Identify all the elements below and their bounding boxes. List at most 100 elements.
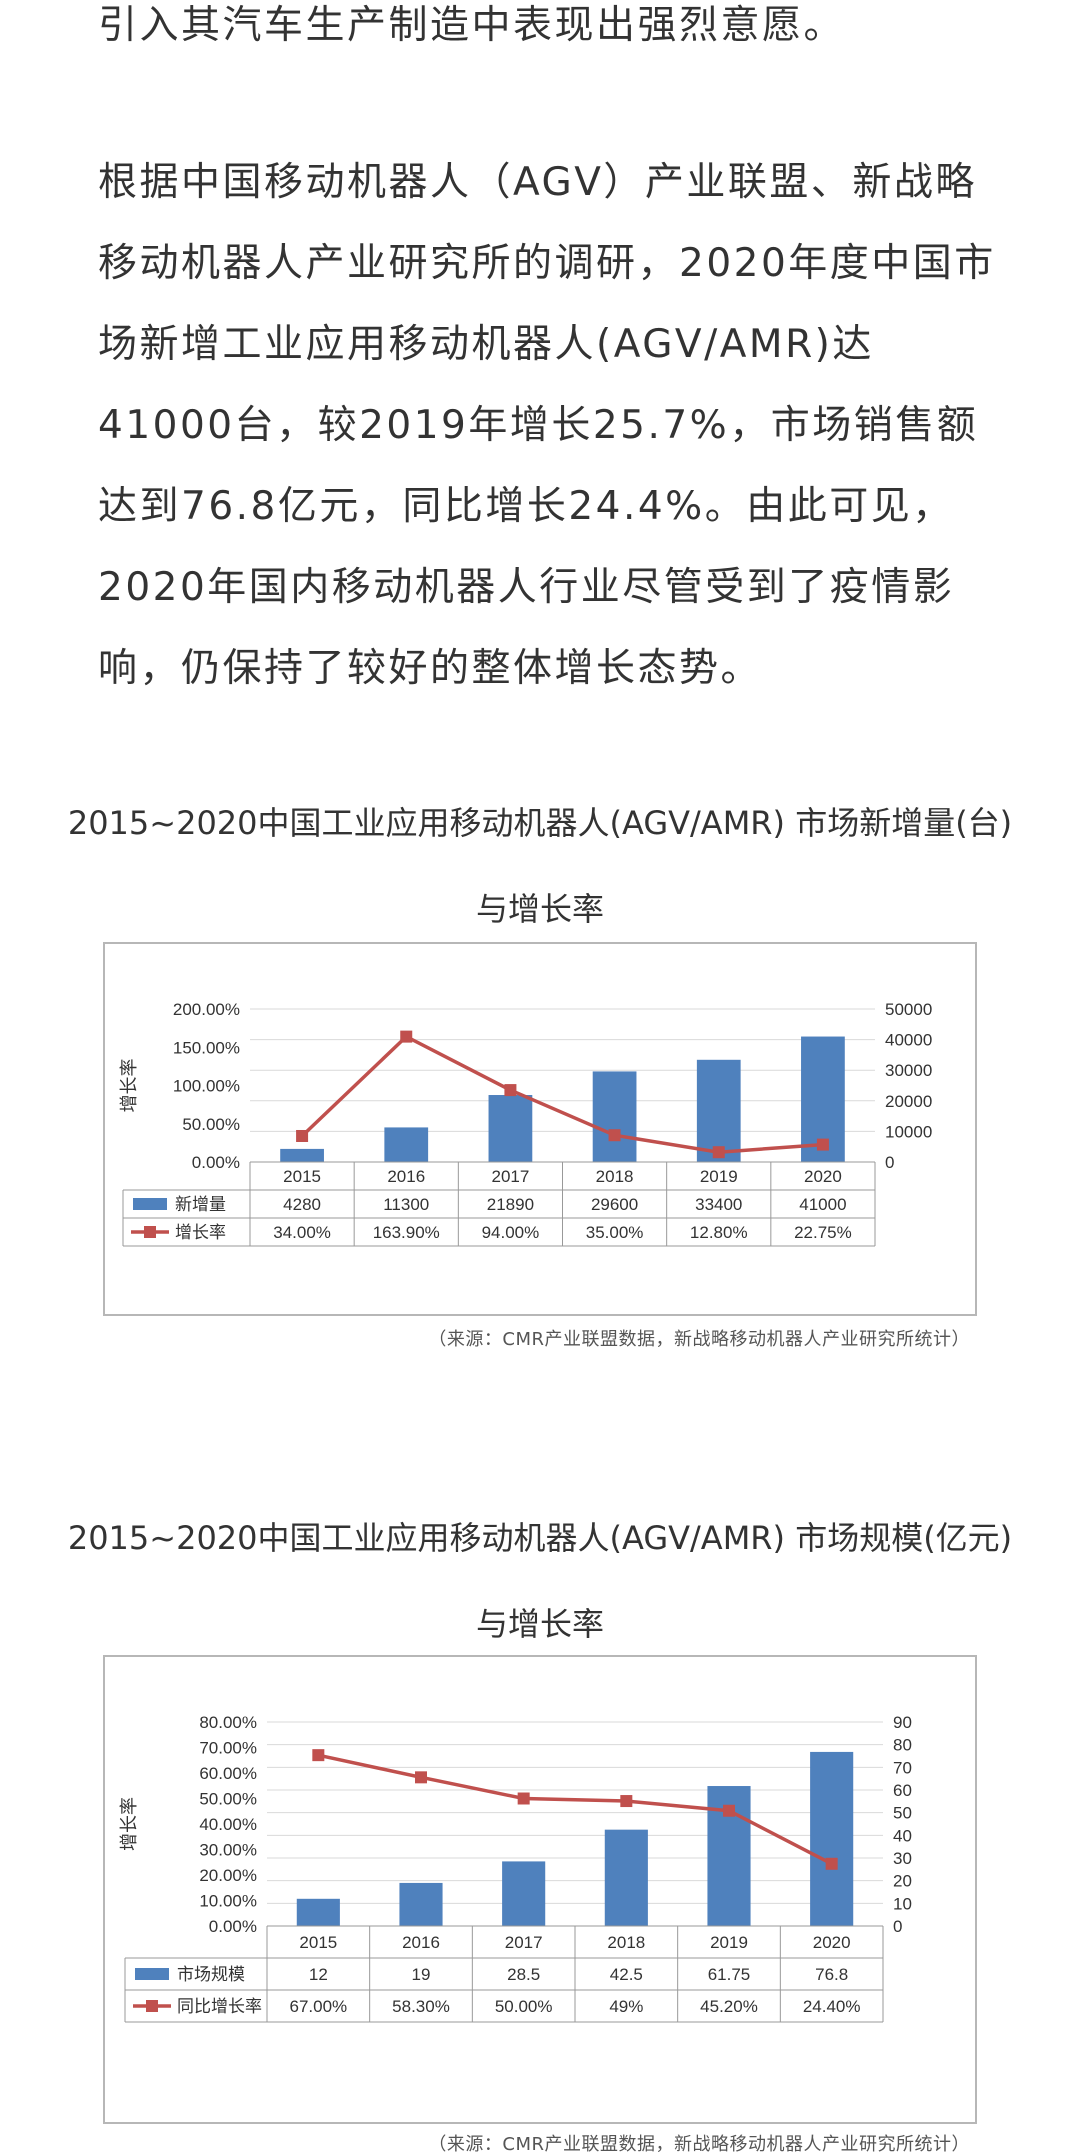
chart1-right-tick: 30000 — [885, 1061, 932, 1080]
chart1-right-tick: 40000 — [885, 1031, 932, 1050]
chart2-category-label: 2016 — [402, 1933, 440, 1952]
chart1-bar-2015 — [280, 1149, 324, 1162]
chart2-table-cell: 61.75 — [708, 1965, 751, 1984]
chart2-table-cell: 19 — [412, 1965, 431, 1984]
chart2-table-cell: 67.00% — [289, 1997, 347, 2016]
chart1-table-cell: 41000 — [799, 1195, 846, 1214]
chart1-growth-line — [302, 1037, 823, 1153]
intro-paragraph: 引入其汽车生产制造中表现出强烈意愿。 — [98, 0, 998, 66]
chart1-left-tick: 100.00% — [173, 1077, 240, 1096]
chart2-legend-bar-key — [135, 1968, 169, 1980]
chart1-line-point-2015 — [296, 1130, 308, 1142]
chart2-bar-2017 — [502, 1861, 545, 1926]
chart2-table-cell: 24.40% — [803, 1997, 861, 2016]
chart2-line-point-2018 — [620, 1795, 632, 1807]
chart2-table-cell: 50.00% — [495, 1997, 553, 2016]
chart1-right-tick: 50000 — [885, 1000, 932, 1019]
chart2-right-tick: 30 — [893, 1849, 912, 1868]
chart1-category-label: 2015 — [283, 1167, 321, 1186]
chart2-right-tick: 20 — [893, 1872, 912, 1891]
chart1-row-label: 新增量 — [175, 1195, 226, 1214]
chart2-category-label: 2020 — [813, 1933, 851, 1952]
chart2-bar-2015 — [297, 1899, 340, 1926]
chart2-row-label: 市场规模 — [177, 1965, 245, 1984]
chart1-category-label: 2018 — [596, 1167, 634, 1186]
chart1-ylabel: 增长率 — [119, 1059, 139, 1113]
chart1-table-cell: 21890 — [487, 1195, 534, 1214]
chart1-title: 2015~2020中国工业应用移动机器人(AGV/AMR) 市场新增量(台)与增… — [60, 780, 1020, 952]
chart1-category-label: 2020 — [804, 1167, 842, 1186]
chart1-frame: 200.00% 150.00% 100.00% 50.00% 0.00% 50000 400… — [103, 942, 977, 1316]
chart1-row-label: 增长率 — [175, 1223, 226, 1242]
chart2-right-tick: 60 — [893, 1781, 912, 1800]
chart1-line-point-2020 — [817, 1139, 829, 1151]
chart1-table-cell: 11300 — [383, 1195, 429, 1214]
chart2-left-tick: 60.00% — [199, 1764, 257, 1783]
chart2-frame: 80.00% 70.00% 60.00% 50.00% 40.00% 30.00% 20.0… — [103, 1655, 977, 2124]
chart2-bar-2018 — [605, 1830, 648, 1926]
chart2-line-point-2016 — [415, 1771, 427, 1783]
chart2-category-label: 2019 — [710, 1933, 748, 1952]
chart1-table-cell: 33400 — [695, 1195, 742, 1214]
chart1-category-label: 2016 — [387, 1167, 425, 1186]
body-paragraph: 根据中国移动机器人（AGV）产业联盟、新战略移动机器人产业研究所的调研，2020… — [98, 142, 998, 709]
chart1-left-tick: 0.00% — [192, 1153, 240, 1172]
chart1-line-point-2018 — [609, 1129, 621, 1141]
chart2-left-tick: 80.00% — [199, 1713, 257, 1732]
chart2-line-point-2015 — [312, 1749, 324, 1761]
chart1-line-point-2019 — [713, 1146, 725, 1158]
chart1-right-tick: 10000 — [885, 1122, 932, 1141]
chart2-ylabel: 增长率 — [119, 1797, 139, 1851]
chart1-left-tick: 200.00% — [173, 1000, 240, 1019]
chart1-legend-bar-key — [133, 1198, 167, 1210]
chart1-line-point-2017 — [504, 1084, 516, 1096]
chart2-left-tick: 20.00% — [199, 1866, 257, 1885]
chart1-source: （来源：CMR产业联盟数据，新战略移动机器人产业研究所统计） — [428, 1325, 970, 1351]
chart1-right-tick: 20000 — [885, 1092, 932, 1111]
chart1-category-label: 2017 — [492, 1167, 530, 1186]
chart2-category-label: 2017 — [505, 1933, 543, 1952]
chart2-table-cell: 45.20% — [700, 1997, 758, 2016]
chart1-legend-line-marker — [144, 1226, 156, 1238]
chart1-table-cell: 12.80% — [690, 1223, 748, 1242]
chart1-table-cell: 34.00% — [273, 1223, 331, 1242]
chart2-bar-2016 — [399, 1883, 442, 1926]
chart1-right-tick: 0 — [885, 1153, 894, 1172]
chart2-left-tick: 50.00% — [199, 1790, 257, 1809]
chart1-table-cell: 4280 — [283, 1195, 321, 1214]
chart1-bar-2017 — [489, 1095, 533, 1162]
chart2-table-cell: 12 — [309, 1965, 328, 1984]
chart2-bar-2020 — [810, 1752, 853, 1926]
chart1-bar-2018 — [593, 1071, 637, 1162]
chart2-title: 2015~2020中国工业应用移动机器人(AGV/AMR) 市场规模(亿元)与增… — [60, 1495, 1020, 1667]
chart1-line-point-2016 — [400, 1031, 412, 1043]
chart2-svg: 80.00% 70.00% 60.00% 50.00% 40.00% 30.00% 20.0… — [105, 1657, 975, 2122]
chart2-right-tick: 50 — [893, 1804, 912, 1823]
chart1-left-tick: 50.00% — [182, 1115, 240, 1134]
chart2-left-tick: 0.00% — [209, 1917, 257, 1936]
chart2-table-cell: 49% — [609, 1997, 643, 2016]
chart2-left-tick: 40.00% — [199, 1815, 257, 1834]
chart2-table-cell: 42.5 — [610, 1965, 643, 1984]
chart2-category-label: 2015 — [299, 1933, 337, 1952]
chart1-table-cell: 29600 — [591, 1195, 638, 1214]
chart2-legend-line-marker — [146, 2000, 158, 2012]
chart1-table-cell: 35.00% — [586, 1223, 644, 1242]
chart2-table-cell: 76.8 — [815, 1965, 848, 1984]
chart2-table-cell: 28.5 — [507, 1965, 540, 1984]
chart2-line-point-2019 — [723, 1805, 735, 1817]
chart2-right-tick: 0 — [893, 1917, 902, 1936]
chart2-right-tick: 90 — [893, 1713, 912, 1732]
chart2-line-point-2017 — [518, 1793, 530, 1805]
chart1-svg: 200.00% 150.00% 100.00% 50.00% 0.00% 50000 400… — [105, 944, 975, 1314]
chart1-bar-2016 — [384, 1127, 428, 1162]
chart2-left-tick: 10.00% — [199, 1892, 257, 1911]
chart1-category-label: 2019 — [700, 1167, 738, 1186]
chart2-row-label: 同比增长率 — [177, 1997, 262, 2016]
chart2-right-tick: 80 — [893, 1736, 912, 1755]
chart1-left-tick: 150.00% — [173, 1038, 240, 1057]
chart2-table-cell: 58.30% — [392, 1997, 450, 2016]
chart2-category-label: 2018 — [607, 1933, 645, 1952]
chart1-table-cell: 94.00% — [482, 1223, 540, 1242]
chart2-source: （来源：CMR产业联盟数据，新战略移动机器人产业研究所统计） — [428, 2130, 970, 2156]
